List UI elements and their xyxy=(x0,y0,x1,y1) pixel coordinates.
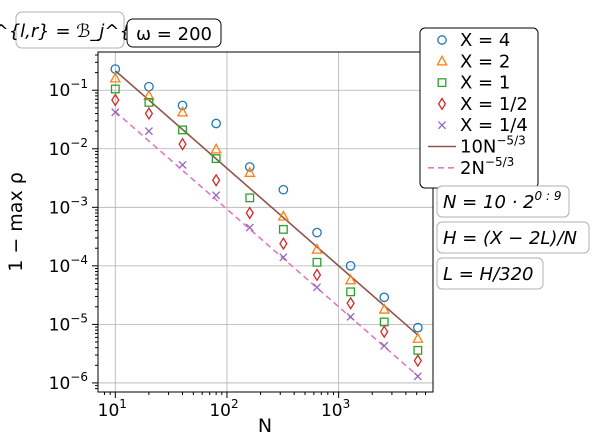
data-point-x xyxy=(380,341,389,350)
y-tick-label: 10−1 xyxy=(49,77,88,101)
data-point-square xyxy=(278,224,288,234)
data-point-x xyxy=(312,283,322,292)
reference-lines xyxy=(114,70,419,377)
annotation-box xyxy=(436,221,590,254)
data-point-x xyxy=(178,160,187,169)
data-point-circle xyxy=(211,118,221,129)
legend-label: X = 2 xyxy=(460,51,510,72)
plot-frame xyxy=(97,51,434,393)
data-point-square xyxy=(211,154,221,164)
y-tick-label: 10−5 xyxy=(49,311,88,335)
annotation-text: H = (X − 2L)/N xyxy=(443,228,577,249)
legend: X = 4X = 2X = 1X = 1/2X = 1/410N−5/32N−5… xyxy=(428,30,528,179)
data-point-diamond xyxy=(279,236,288,251)
data-point-square xyxy=(437,78,447,88)
annotation-box xyxy=(436,257,544,290)
legend-label: X = 4 xyxy=(460,30,510,51)
data-point-x xyxy=(144,127,153,136)
data-point-triangle xyxy=(244,166,256,177)
bc-annotation-text: ℬ^{l,r} = ℬ_j^{l,r} xyxy=(0,21,161,42)
data-point-x xyxy=(437,121,447,130)
legend-label: X = 1 xyxy=(460,73,510,94)
data-point-diamond xyxy=(346,296,355,310)
data-point-x xyxy=(279,253,288,262)
data-point-square xyxy=(178,125,187,135)
data-point-x xyxy=(111,108,120,117)
right-annotations: N = 10 · 20 : 9 H = (X − 2L)/N L = H/320 xyxy=(436,185,590,290)
data-point-triangle xyxy=(378,303,390,314)
data-point-square xyxy=(144,97,154,107)
data-point-circle xyxy=(244,162,255,172)
data-point-circle xyxy=(379,292,390,303)
y-tick-label: 10−6 xyxy=(49,370,88,394)
data-point-diamond xyxy=(312,268,322,282)
data-point-diamond xyxy=(178,137,187,151)
x-tick-label: 102 xyxy=(209,397,238,421)
data-point-triangle xyxy=(436,54,448,66)
legend-label: X = 1/2 xyxy=(460,94,528,115)
data-point-triangle xyxy=(412,332,424,343)
plot-area xyxy=(98,52,433,392)
annotation-text: L = H/320 xyxy=(443,264,534,285)
axis-ticks: 101 102 103 10−6 10−5 10−4 10−3 10−2 10−1 xyxy=(49,54,427,421)
data-point-square xyxy=(110,84,120,94)
data-point-circle xyxy=(437,35,447,45)
data-point-x xyxy=(245,223,254,232)
data-point-triangle xyxy=(344,273,357,285)
grid xyxy=(98,52,433,392)
data-point-triangle xyxy=(176,105,189,117)
omega-annotation-box xyxy=(126,18,222,48)
data-point-diamond xyxy=(413,354,423,368)
y-tick-label: 10−4 xyxy=(49,253,88,277)
y-axis-label: 1 − max ρ xyxy=(5,172,27,272)
data-markers xyxy=(109,64,424,381)
data-point-circle xyxy=(345,261,356,271)
reference-line xyxy=(114,111,419,377)
data-point-diamond xyxy=(111,93,120,107)
y-tick-label: 10−3 xyxy=(49,194,88,218)
x-tick-label: 103 xyxy=(321,397,350,421)
data-point-diamond xyxy=(437,97,447,111)
legend-label: 10N−5/3 xyxy=(460,134,526,158)
data-point-circle xyxy=(412,322,423,333)
reference-line xyxy=(114,70,419,336)
annotation-box xyxy=(436,185,570,218)
y-tick-label: 10−2 xyxy=(49,136,88,160)
data-point-diamond xyxy=(245,206,254,220)
data-point-circle xyxy=(312,227,322,238)
data-point-square xyxy=(346,287,356,297)
data-point-square xyxy=(245,193,255,203)
data-point-diamond xyxy=(380,325,389,339)
data-point-circle xyxy=(177,100,188,111)
legend-label: X = 1/4 xyxy=(460,115,528,136)
annotation-text: N = 10 · 20 : 9 xyxy=(443,189,561,213)
omega-annotation-text: ω = 200 xyxy=(136,24,212,45)
data-point-diamond xyxy=(144,106,154,121)
data-point-square xyxy=(312,257,322,267)
data-point-triangle xyxy=(311,243,323,254)
data-point-triangle xyxy=(277,210,290,221)
data-point-x xyxy=(413,372,422,381)
data-point-diamond xyxy=(211,173,221,187)
data-point-x xyxy=(212,191,221,200)
bc-annotation-box xyxy=(15,11,125,49)
data-point-x xyxy=(346,312,355,321)
x-tick-label: 101 xyxy=(98,397,127,421)
legend-label: 2N−5/3 xyxy=(460,155,514,179)
data-point-triangle xyxy=(109,71,121,83)
data-point-triangle xyxy=(210,142,222,154)
x-axis-label: N xyxy=(258,415,272,437)
data-point-triangle xyxy=(143,89,155,101)
data-point-circle xyxy=(278,184,289,195)
